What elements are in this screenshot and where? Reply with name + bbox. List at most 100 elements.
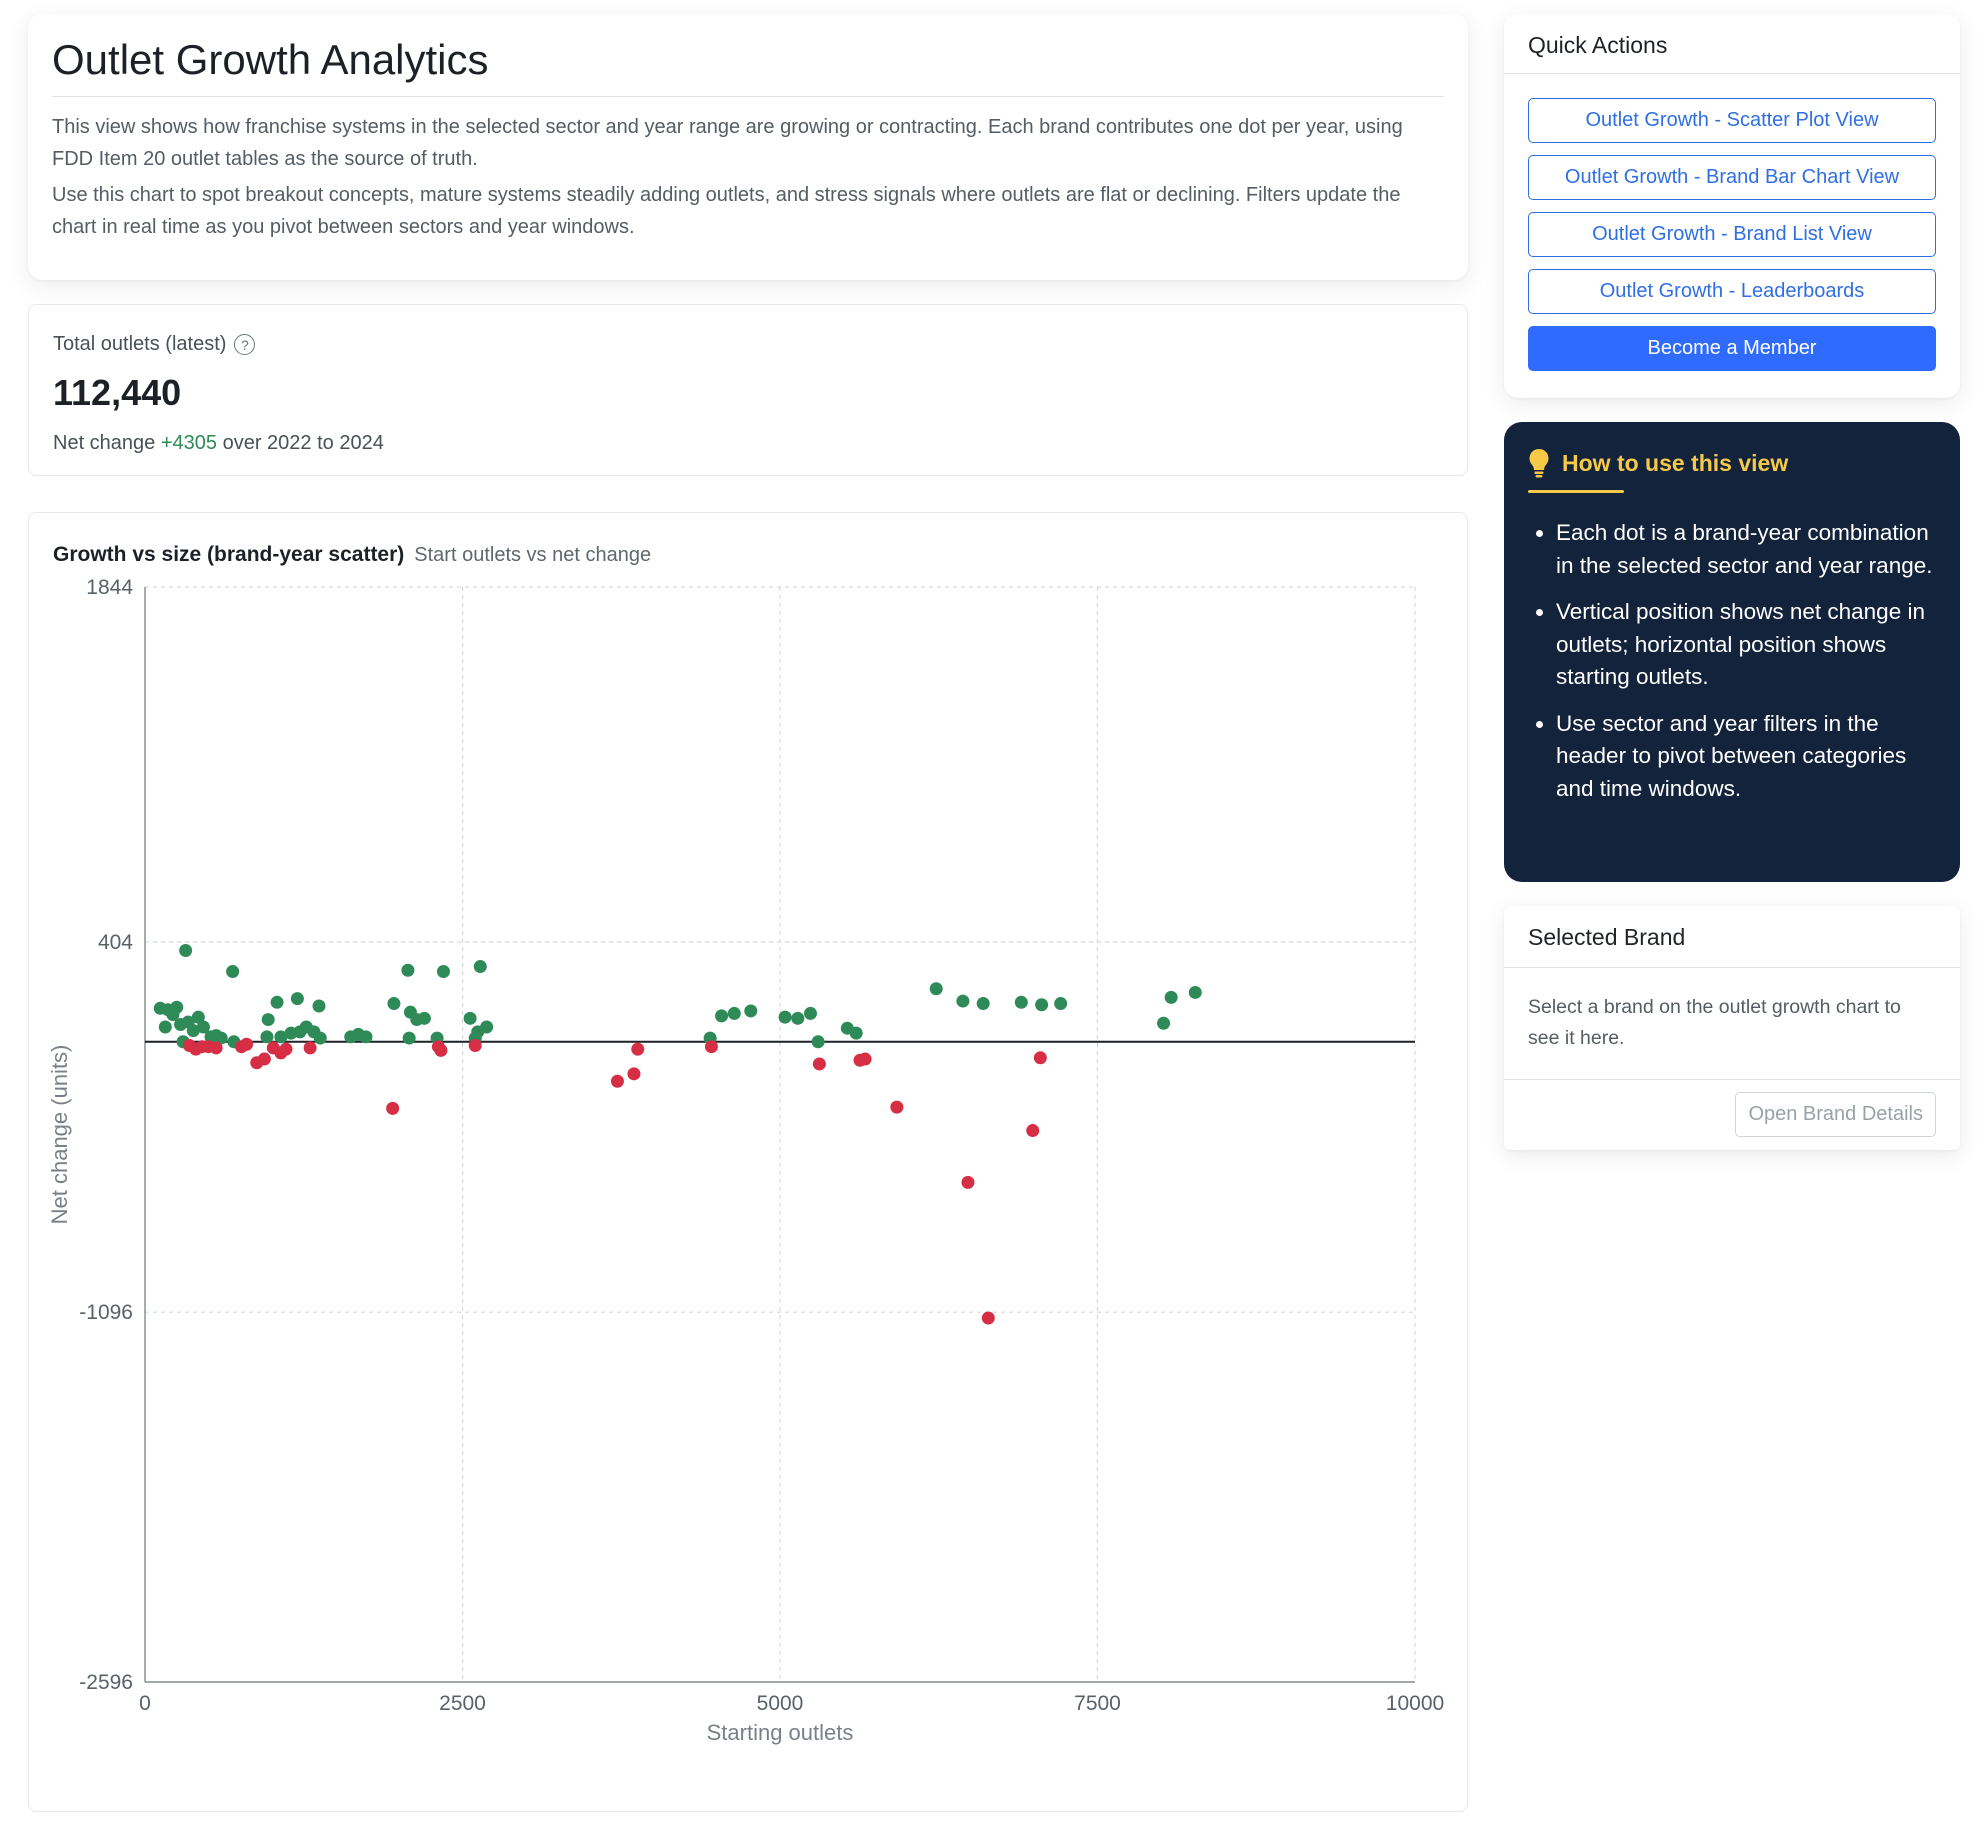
decline-point <box>468 1038 482 1052</box>
decline-point <box>386 1101 400 1115</box>
scatter-chart-card: Growth vs size (brand-year scatter) Start… <box>28 512 1468 1812</box>
growth-point <box>191 1010 205 1024</box>
decline-point <box>209 1041 223 1055</box>
intro-paragraph-1: This view shows how franchise systems in… <box>52 116 1403 170</box>
scatter-plot-view-button[interactable]: Outlet Growth - Scatter Plot View <box>1528 98 1936 143</box>
growth-point <box>1188 985 1202 999</box>
growth-point <box>313 1031 327 1045</box>
quick-actions-card: Quick Actions Outlet Growth - Scatter Pl… <box>1504 14 1960 398</box>
intro-paragraph-2: Use this chart to spot breakout concepts… <box>52 184 1401 238</box>
decline-point <box>812 1057 826 1071</box>
decline-point <box>631 1042 645 1056</box>
how-to-list: Each dot is a brand-year combination in … <box>1528 517 1936 805</box>
growth-point <box>166 1008 180 1022</box>
y-tick-label: -1096 <box>79 1301 133 1324</box>
scatter-chart[interactable]: 0 2500 5000 7500 10000 -2596 -1096 404 1844 Start… <box>29 513 1469 1813</box>
decline-point <box>858 1052 872 1066</box>
growth-point <box>715 1009 729 1023</box>
x-tick-label: 2500 <box>439 1692 486 1715</box>
growth-point <box>274 1030 288 1044</box>
y-tick-label: 404 <box>98 931 133 954</box>
main-column: Outlet Growth Analytics This view shows … <box>28 14 1468 1812</box>
how-to-item: Each dot is a brand-year combination in … <box>1556 517 1936 582</box>
growth-point <box>312 999 326 1013</box>
brand-bar-chart-view-button[interactable]: Outlet Growth - Brand Bar Chart View <box>1528 155 1936 200</box>
decline-point <box>890 1100 904 1114</box>
brand-list-view-button[interactable]: Outlet Growth - Brand List View <box>1528 212 1936 257</box>
page-title: Outlet Growth Analytics <box>52 36 1444 97</box>
net-change-prefix: Net change <box>53 432 156 454</box>
growth-point <box>473 960 487 974</box>
quick-actions-title: Quick Actions <box>1504 14 1960 74</box>
growth-point <box>791 1011 805 1025</box>
open-brand-details-button[interactable]: Open Brand Details <box>1735 1092 1936 1137</box>
selected-brand-card: Selected Brand Select a brand on the out… <box>1504 906 1960 1150</box>
kpi-label-row: Total outlets (latest) ? <box>53 333 1443 356</box>
growth-point <box>811 1035 825 1049</box>
chart-subtitle: Start outlets vs net change <box>414 544 652 566</box>
sidebar-column: Quick Actions Outlet Growth - Scatter Pl… <box>1504 14 1960 1150</box>
x-axis-label: Starting outlets <box>707 1720 854 1745</box>
decline-point <box>1026 1124 1040 1138</box>
growth-point <box>387 997 401 1011</box>
growth-point <box>359 1030 373 1044</box>
growth-point <box>727 1006 741 1020</box>
decline-point <box>434 1043 448 1057</box>
x-tick-label: 0 <box>139 1692 151 1715</box>
net-change-value: +4305 <box>160 432 218 454</box>
growth-point <box>849 1026 863 1040</box>
how-to-underline <box>1528 490 1624 493</box>
selected-brand-footer: Open Brand Details <box>1504 1080 1960 1149</box>
x-tick-label: 5000 <box>757 1692 804 1715</box>
decline-point <box>704 1040 718 1054</box>
intro-card: Outlet Growth Analytics This view shows … <box>28 14 1468 280</box>
chart-title: Growth vs size (brand-year scatter) <box>53 543 405 566</box>
decline-point <box>981 1311 995 1325</box>
how-to-title-row: How to use this view <box>1528 448 1936 478</box>
y-tick-label: 1844 <box>86 576 133 599</box>
net-change-line: Net change +4305 over 2022 to 2024 <box>53 432 1443 455</box>
growth-point <box>179 944 193 958</box>
decline-point <box>257 1052 271 1066</box>
growth-point <box>436 964 450 978</box>
decline-point <box>240 1037 254 1051</box>
how-to-item: Vertical position shows net change in ou… <box>1556 596 1936 694</box>
growth-point <box>976 997 990 1011</box>
chart-header: Growth vs size (brand-year scatter) Start… <box>53 543 1443 567</box>
growth-point <box>778 1010 792 1024</box>
growth-point <box>463 1011 477 1025</box>
decline-point <box>1033 1051 1047 1065</box>
total-outlets-card: Total outlets (latest) ? 112,440 Net cha… <box>28 304 1468 476</box>
growth-point <box>158 1020 172 1034</box>
growth-point <box>1164 990 1178 1004</box>
growth-point <box>260 1030 274 1044</box>
growth-point <box>401 963 415 977</box>
become-member-button[interactable]: Become a Member <box>1528 326 1936 371</box>
leaderboards-button[interactable]: Outlet Growth - Leaderboards <box>1528 269 1936 314</box>
selected-brand-title: Selected Brand <box>1504 906 1960 968</box>
growth-point <box>214 1031 228 1045</box>
x-tick-label: 10000 <box>1386 1692 1444 1715</box>
lightbulb-icon <box>1529 449 1549 478</box>
growth-point <box>929 982 943 996</box>
how-to-item: Use sector and year filters in the heade… <box>1556 708 1936 806</box>
growth-point <box>186 1024 200 1038</box>
growth-point <box>1014 995 1028 1009</box>
growth-point <box>417 1011 431 1025</box>
growth-point <box>196 1020 210 1034</box>
growth-point <box>803 1006 817 1020</box>
growth-point <box>744 1004 758 1018</box>
growth-point <box>1035 998 1049 1012</box>
net-change-suffix: over 2022 to 2024 <box>222 432 384 454</box>
decline-point <box>627 1067 641 1081</box>
decline-point <box>961 1175 975 1189</box>
growth-point <box>956 994 970 1008</box>
growth-point <box>226 964 240 978</box>
help-circle-icon[interactable]: ? <box>234 334 256 355</box>
decline-point <box>610 1074 624 1088</box>
growth-point <box>290 992 304 1006</box>
decline-point <box>303 1041 317 1055</box>
how-to-card: How to use this view Each dot is a brand… <box>1504 422 1960 882</box>
decline-point <box>279 1042 293 1056</box>
how-to-title: How to use this view <box>1562 449 1789 476</box>
